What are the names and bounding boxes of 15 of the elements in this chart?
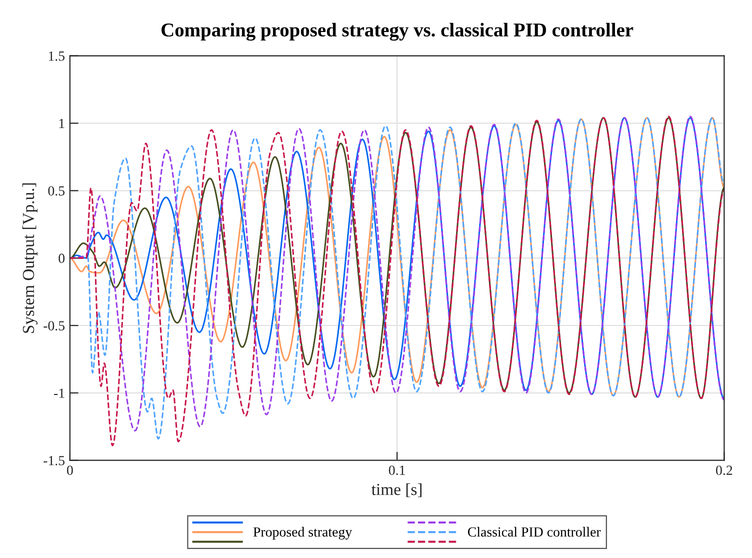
- y-tick-label: -1: [54, 388, 64, 398]
- chart-title: Comparing proposed strategy vs. classical PID controller: [162, 22, 634, 41]
- x-tick-label: 0.2: [716, 466, 732, 476]
- y-axis-title: System Output [Vp.u.]: [22, 183, 38, 333]
- y-tick-label: -1.5: [44, 456, 65, 466]
- y-tick-label: -0.5: [44, 321, 65, 331]
- legend-label: Classical PID controller: [468, 526, 601, 537]
- y-tick-label: 1.5: [48, 51, 65, 61]
- y-tick-label: 0: [58, 254, 65, 264]
- y-tick-label: 1: [59, 118, 64, 128]
- legend-label: Proposed strategy: [253, 526, 352, 540]
- y-tick-label: 0.5: [48, 186, 65, 196]
- x-tick-label: 0.1: [388, 466, 405, 476]
- x-axis-title: time [s]: [372, 483, 422, 498]
- x-tick-label: 0: [66, 466, 73, 475]
